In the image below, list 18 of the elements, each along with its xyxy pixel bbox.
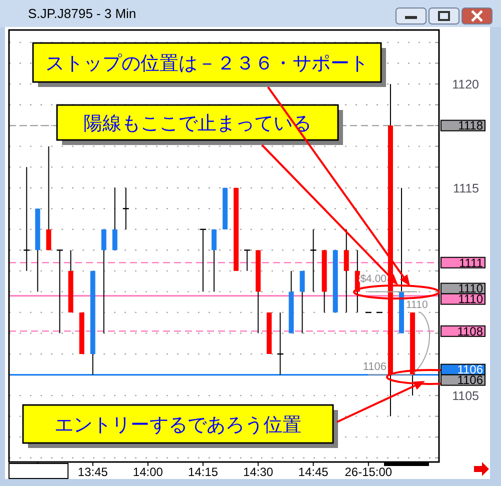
x-tick-label: 26-15:00 — [344, 465, 392, 479]
annotation: エントリーするであろう位置 — [54, 414, 302, 436]
ref-line-label: 1118 — [458, 118, 484, 133]
x-tick-label: 14:30 — [243, 465, 274, 479]
annotation: ストップの位置は－２３６・サポート — [46, 52, 368, 74]
annotation: $4.00 — [360, 273, 387, 285]
annotation: 1110 — [406, 298, 428, 311]
x-tick-label: 14:45 — [298, 465, 329, 479]
title: S.JP.J8795 - 3 Min — [28, 6, 136, 21]
y-tick-label: 1120 — [452, 78, 480, 92]
x-tick-label: 13:45 — [78, 465, 108, 479]
x-tick-label: 14:15 — [188, 465, 218, 479]
ref-line-label: 1111 — [458, 256, 484, 270]
annotation: 1106 — [362, 360, 387, 373]
y-tick-label: 1105 — [452, 389, 480, 404]
y-tick-label: 1115 — [453, 181, 480, 196]
ref-line-label: 1108 — [457, 324, 484, 338]
x-tick-label: 14:00 — [132, 465, 164, 479]
